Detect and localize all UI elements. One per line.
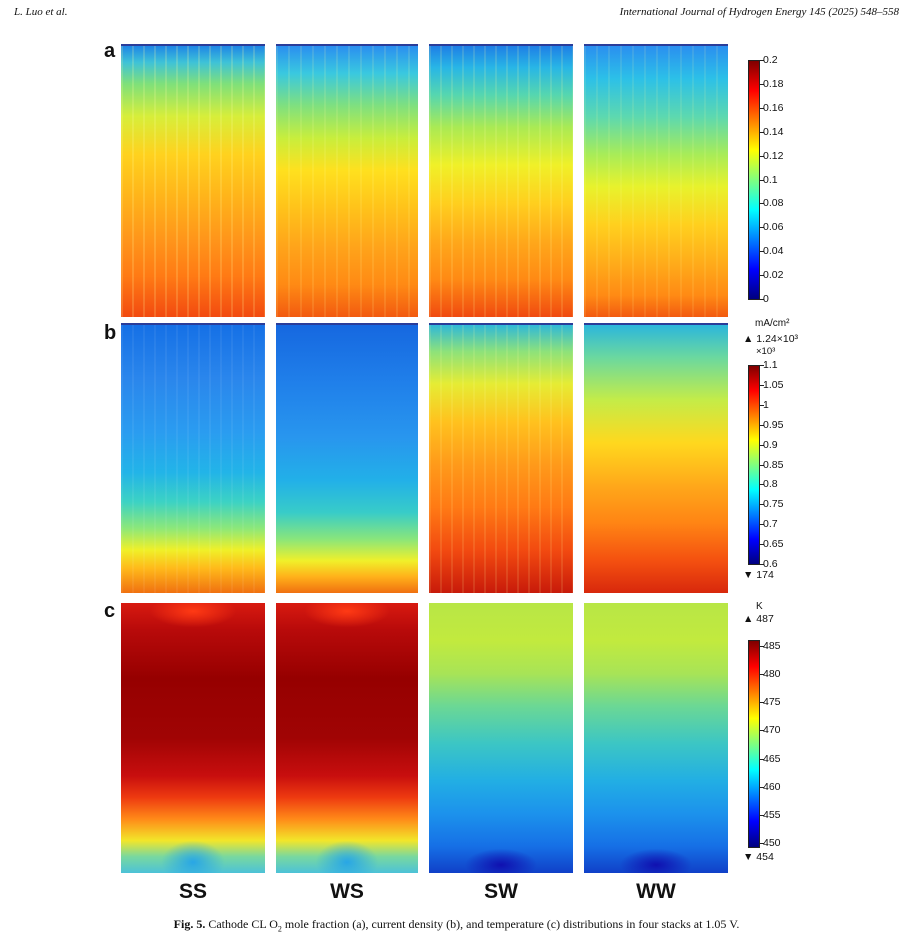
colorbar-c-tickmark: [760, 730, 764, 732]
colorbar-c-tick-label: 455: [763, 808, 781, 821]
colorbar-a-tick-label: 0.14: [763, 125, 784, 138]
colorbar-c-tickmark: [760, 758, 764, 760]
panel-a-ws: [276, 44, 418, 317]
colorbar-a-tickmark: [760, 107, 764, 109]
colorbar-c-tickmark: [760, 843, 764, 844]
colorbar-c-tickmark: [760, 786, 764, 788]
colorbar-c-tick-label: 450: [763, 837, 781, 849]
column-label-ss: SS: [178, 880, 207, 903]
colorbar-a-tickmark: [760, 179, 764, 181]
caption-text-after: mole fraction (a), current density (b), …: [281, 917, 740, 931]
panel-c-ww: [584, 603, 728, 873]
colorbar-a-tick-label: 0.06: [763, 221, 784, 234]
colorbar-b-unit: mA/cm²: [755, 318, 790, 329]
row-label-c: c: [104, 600, 116, 622]
colorbar-c: [748, 640, 760, 848]
caption-text-before: Cathode CL O: [208, 917, 278, 931]
colorbar-b-max-marker: ▲ 1.24×10³: [743, 333, 799, 345]
colorbar-c-tick-label: 460: [763, 780, 781, 793]
colorbar-a-tickmark: [760, 251, 764, 253]
colorbar-c-tick-label: 475: [763, 696, 781, 709]
colorbar-a-tickmark: [760, 299, 764, 300]
colorbar-b-tick-label: 0.95: [763, 418, 784, 431]
colorbar-a-tick-label: 0: [763, 293, 769, 305]
colorbar-a-tickmark: [760, 275, 764, 277]
panel-b-sw: [429, 323, 573, 593]
colorbar-b-tick-label: 0.65: [763, 538, 784, 551]
colorbar-a-tick-label: 0.04: [763, 245, 784, 258]
colorbar-a-tick-label: 0.2: [763, 54, 778, 66]
colorbar-b-tickmark: [760, 524, 764, 526]
colorbar-a-tickmark: [760, 60, 764, 61]
figure-caption: Fig. 5. Cathode CL O2 mole fraction (a),…: [0, 917, 913, 933]
panel-b-ws: [276, 323, 418, 593]
colorbar-b-tickmark: [760, 365, 764, 366]
colorbar-c-min-marker: ▼ 454: [743, 851, 774, 863]
running-header-authors: L. Luo et al.: [14, 6, 68, 18]
colorbar-b-multiplier: ×10³: [756, 346, 776, 357]
panel-c-ss: [121, 603, 265, 873]
colorbar-c-tickmark: [760, 674, 764, 676]
colorbar-b-tick-label: 1.05: [763, 378, 784, 391]
caption-label: Fig. 5.: [173, 917, 206, 931]
colorbar-b-tick-label: 0.8: [763, 478, 778, 491]
colorbar-b-tickmark: [760, 384, 764, 386]
colorbar-b-tick-label: 0.7: [763, 518, 778, 531]
colorbar-b-tick-label: 1: [763, 398, 769, 411]
colorbar-b-tick-label: 0.85: [763, 458, 784, 471]
panel-b-ss: [121, 323, 265, 593]
colorbar-a: [748, 60, 760, 300]
colorbar-a-tickmark: [760, 203, 764, 205]
panel-a-ww: [584, 44, 728, 317]
colorbar-c-unit: K: [756, 601, 763, 612]
panel-a-sw: [429, 44, 573, 317]
colorbar-a-tickmark: [760, 155, 764, 157]
colorbar-b-tickmark: [760, 544, 764, 546]
colorbar-a-tick-label: 0.18: [763, 77, 784, 90]
colorbar-a-tick-label: 0.16: [763, 101, 784, 114]
colorbar-a-tickmark: [760, 83, 764, 85]
colorbar-c-tick-label: 485: [763, 640, 781, 652]
colorbar-b-tick-label: 1.1: [763, 359, 778, 371]
column-label-ws: WS: [330, 880, 364, 903]
colorbar-c-tick-label: 465: [763, 752, 781, 765]
colorbar-c-tickmark: [760, 702, 764, 704]
colorbar-a-tickmark: [760, 227, 764, 229]
colorbar-b-tickmark: [760, 464, 764, 466]
colorbar-c-tickmark: [760, 814, 764, 816]
colorbar-b-min-marker: ▼ 174: [743, 569, 774, 581]
colorbar-c-tick-label: 470: [763, 724, 781, 737]
colorbar-a-tick-label: 0.12: [763, 149, 784, 162]
panel-b-ww: [584, 323, 728, 593]
colorbar-b-tick-label: 0.6: [763, 558, 778, 570]
panel-c-ws: [276, 603, 418, 873]
running-header-journal: International Journal of Hydrogen Energy…: [619, 6, 899, 18]
caption-subscript: 2: [277, 924, 282, 934]
colorbar-b-tickmark: [760, 504, 764, 506]
column-label-ww: WW: [636, 880, 676, 903]
colorbar-b: [748, 365, 760, 565]
panel-c-sw: [429, 603, 573, 873]
column-label-sw: SW: [484, 880, 518, 903]
colorbar-b-tick-label: 0.75: [763, 498, 784, 511]
colorbar-b-tickmark: [760, 484, 764, 486]
colorbar-b-tickmark: [760, 424, 764, 426]
colorbar-a-tick-label: 0.1: [763, 173, 778, 186]
colorbar-b-tickmark: [760, 564, 764, 565]
colorbar-a-tickmark: [760, 131, 764, 133]
panel-a-ss: [121, 44, 265, 317]
colorbar-a-tick-label: 0.02: [763, 269, 784, 282]
colorbar-c-tick-label: 480: [763, 668, 781, 681]
colorbar-b-tick-label: 0.9: [763, 438, 778, 451]
colorbar-c-tickmark: [760, 646, 764, 647]
row-label-b: b: [104, 322, 117, 344]
row-label-a: a: [104, 40, 116, 62]
colorbar-b-tickmark: [760, 404, 764, 406]
colorbar-c-max-marker: ▲ 487: [743, 613, 774, 625]
colorbar-a-tick-label: 0.08: [763, 197, 784, 210]
colorbar-b-tickmark: [760, 444, 764, 446]
